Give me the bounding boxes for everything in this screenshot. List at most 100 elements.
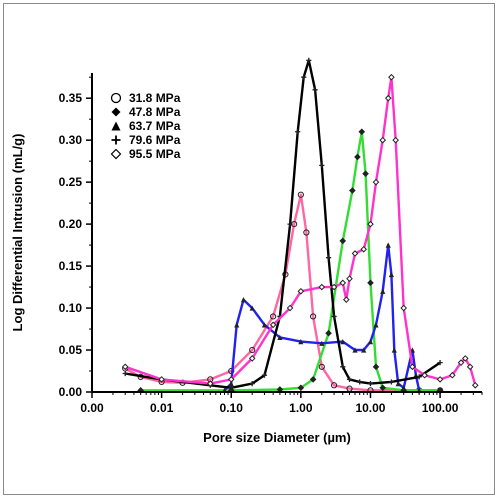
data-point	[303, 229, 310, 236]
data-point	[360, 245, 368, 253]
y-tick-label: 0.15	[59, 259, 83, 273]
y-tick-label: 0.25	[59, 175, 83, 189]
data-point	[248, 355, 256, 362]
data-point	[372, 178, 380, 186]
data-point	[310, 313, 317, 320]
data-point	[466, 363, 474, 371]
data-point	[330, 382, 338, 389]
data-point	[457, 359, 465, 366]
data-point	[367, 220, 374, 228]
data-point	[301, 74, 307, 80]
y-tick-label: 0.20	[59, 217, 83, 231]
data-point	[346, 376, 353, 383]
x-tick-label: 0.10	[220, 401, 244, 415]
data-point	[339, 279, 347, 287]
legend-label: 63.7 MPa	[129, 119, 181, 133]
data-point	[240, 297, 247, 303]
data-point	[362, 170, 369, 178]
x-tick-label: 1.00	[289, 401, 313, 415]
legend-plus-icon	[111, 135, 121, 145]
data-point	[298, 339, 304, 345]
data-point	[409, 363, 416, 371]
data-point	[312, 87, 318, 93]
figure-frame	[3, 3, 495, 495]
data-point	[380, 288, 386, 294]
data-point	[339, 237, 347, 245]
legend-diamond-icon	[111, 107, 121, 117]
data-point	[297, 287, 305, 295]
legend-open-diamond-icon	[110, 148, 122, 160]
data-point	[206, 380, 214, 387]
data-point	[400, 304, 407, 312]
data-point	[349, 187, 356, 194]
series-layer	[121, 57, 479, 394]
data-point	[361, 347, 367, 353]
series-95-5-mpa	[121, 73, 479, 389]
data-point	[437, 360, 443, 366]
data-point	[122, 370, 128, 377]
data-point	[388, 271, 395, 278]
data-point	[388, 73, 395, 81]
data-point	[391, 347, 397, 353]
data-point	[392, 136, 399, 144]
data-point	[343, 296, 350, 303]
data-point	[121, 363, 129, 371]
data-point	[351, 250, 359, 257]
data-point	[461, 355, 469, 362]
x-tick-label: 10.00	[355, 401, 385, 415]
legend-triangle-icon	[111, 121, 121, 131]
data-point	[261, 322, 268, 328]
data-point	[309, 376, 317, 383]
data-point	[270, 313, 277, 320]
legend-label: 31.8 MPa	[129, 91, 181, 105]
legend-label: 79.6 MPa	[129, 133, 181, 147]
x-tick-label: 0.01	[150, 401, 174, 415]
data-point	[269, 321, 277, 329]
data-point	[325, 329, 332, 337]
data-point	[295, 129, 301, 135]
data-point	[286, 304, 294, 312]
legend-circle-icon	[110, 92, 122, 104]
series-line	[125, 59, 441, 389]
data-point	[449, 371, 456, 379]
data-point	[227, 376, 235, 383]
data-point	[277, 334, 283, 341]
data-point	[228, 381, 234, 387]
data-point	[306, 57, 312, 64]
data-point	[318, 363, 325, 370]
data-point	[367, 279, 374, 287]
data-point	[395, 381, 401, 387]
legend-label: 95.5 MPa	[129, 147, 181, 161]
data-point	[354, 153, 361, 161]
data-point	[340, 364, 346, 370]
data-point	[318, 283, 326, 291]
data-point	[319, 162, 325, 168]
data-point	[367, 381, 374, 387]
series-line	[140, 130, 441, 392]
data-point	[385, 242, 391, 248]
y-tick-label: 0.05	[59, 343, 83, 357]
data-point	[416, 374, 422, 380]
data-point	[388, 379, 395, 385]
x-tick-label: 100.00	[422, 401, 459, 415]
data-point	[372, 363, 380, 371]
y-axis-label: Log Differential Intrusion (mL/g)	[10, 134, 25, 332]
data-point	[340, 339, 346, 345]
y-tick-label: 0.35	[59, 91, 83, 105]
y-tick-label: 0.30	[59, 133, 83, 147]
x-tick-label: 0.00	[80, 401, 104, 415]
data-point	[249, 305, 255, 311]
data-point	[421, 371, 428, 379]
data-point	[379, 384, 387, 392]
data-point	[471, 381, 479, 389]
data-point	[234, 322, 240, 328]
data-point	[384, 94, 392, 102]
data-point	[367, 339, 374, 345]
data-point	[249, 381, 255, 387]
data-point	[352, 347, 358, 353]
series-79-6-mpa	[122, 57, 443, 391]
data-point	[379, 136, 387, 144]
data-point	[261, 372, 268, 378]
